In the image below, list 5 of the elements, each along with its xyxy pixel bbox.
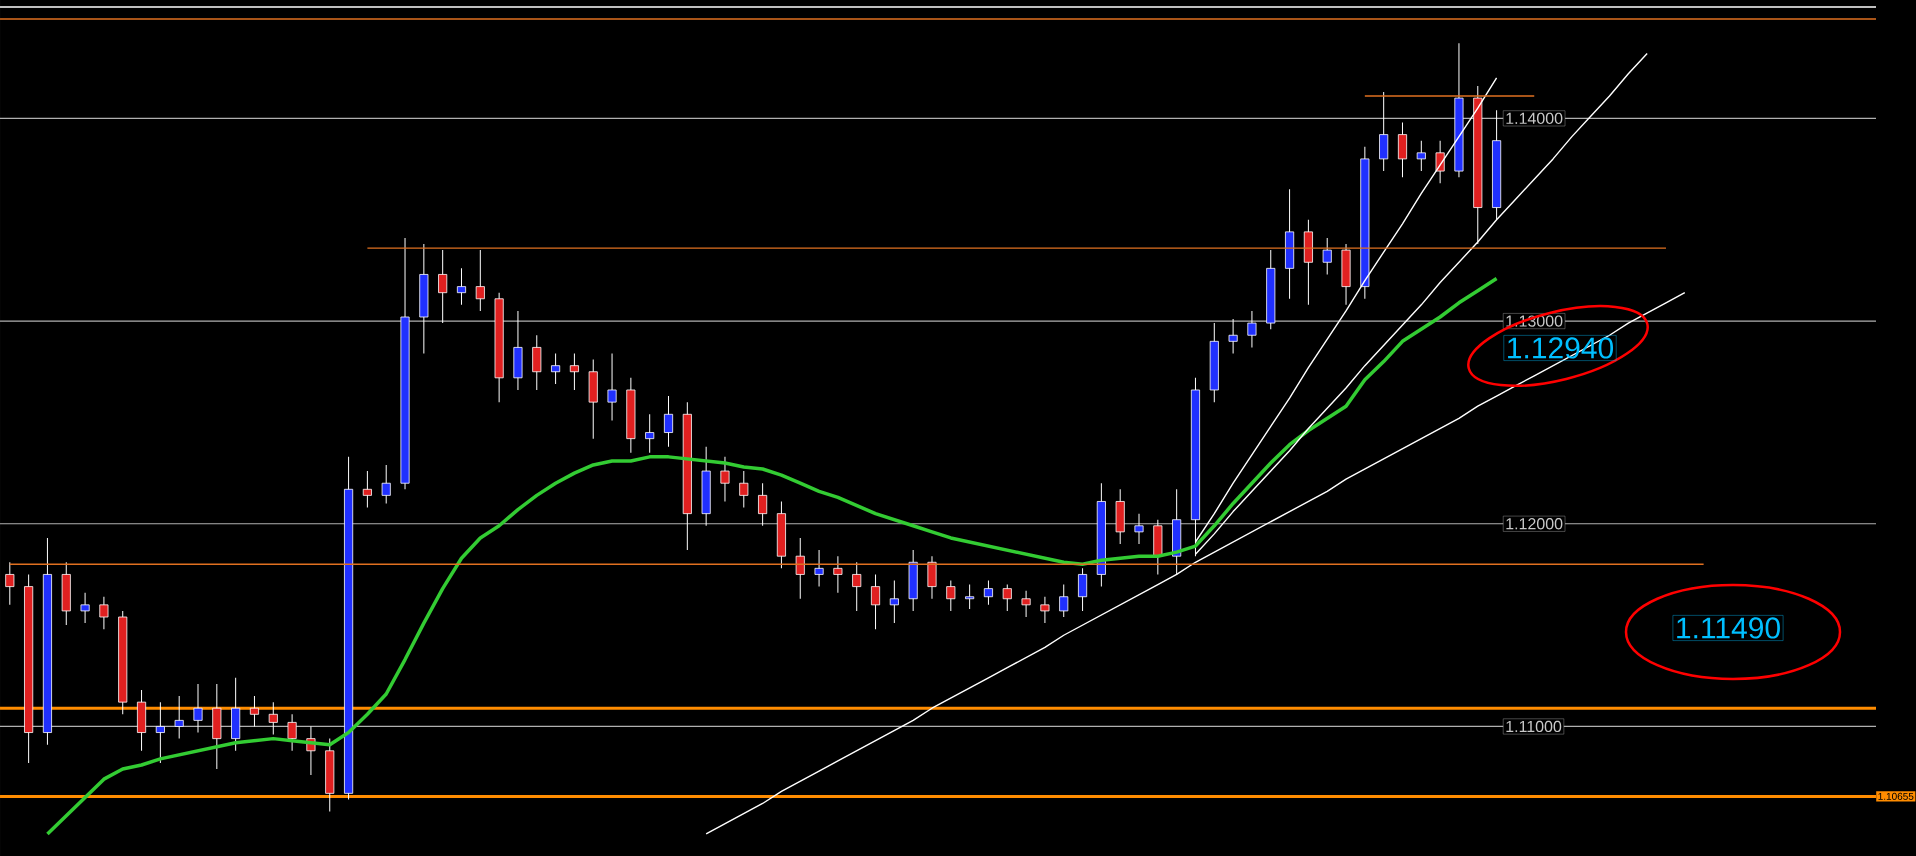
y-tick-label: 1.11000 — [1506, 720, 1562, 733]
annotation: 1.11490 — [1677, 617, 1780, 639]
ref-line-label: 1.10655 — [1878, 792, 1914, 800]
y-tick-label: 1.14000 — [1506, 112, 1563, 125]
y-tick-label: 1.12000 — [1506, 518, 1563, 530]
